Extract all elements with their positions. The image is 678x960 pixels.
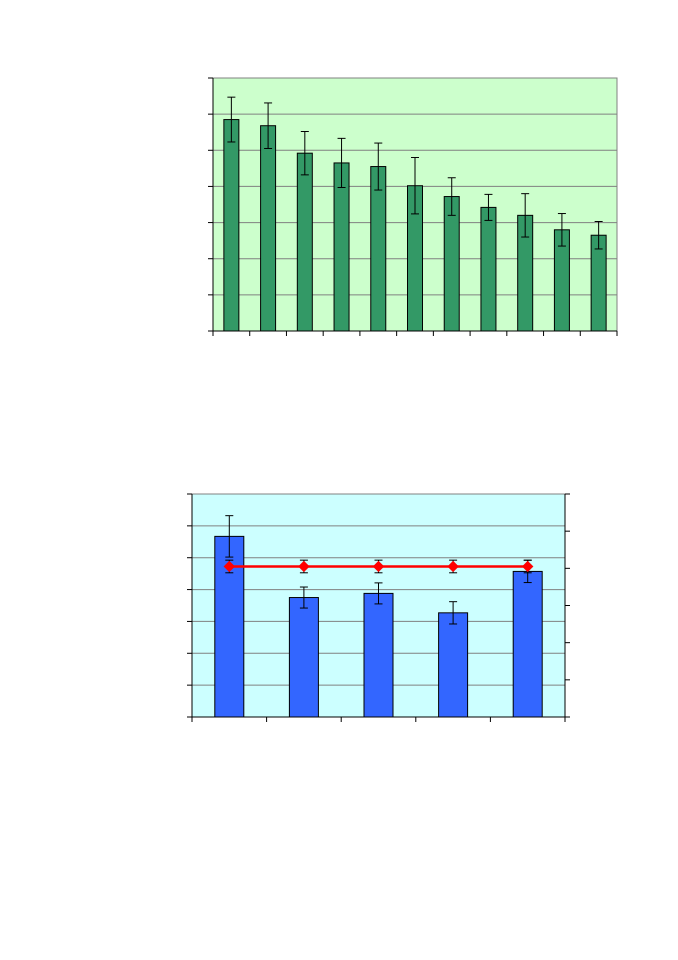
- bar: [480, 206, 497, 332]
- bar: [443, 196, 460, 332]
- bar: [296, 152, 313, 332]
- line-point: [521, 560, 534, 573]
- bar: [363, 592, 394, 718]
- bar: [260, 125, 277, 332]
- bar: [512, 570, 543, 718]
- bar: [438, 612, 469, 718]
- line-point: [223, 560, 236, 573]
- bar: [333, 162, 350, 332]
- bar: [370, 166, 387, 332]
- chart-2: [187, 493, 570, 722]
- line-point: [298, 560, 310, 573]
- chart-1: [161, 60, 621, 402]
- bar: [223, 119, 240, 332]
- line-point: [372, 560, 385, 573]
- bar: [288, 597, 319, 718]
- bar: [590, 234, 607, 332]
- line-point: [447, 560, 459, 573]
